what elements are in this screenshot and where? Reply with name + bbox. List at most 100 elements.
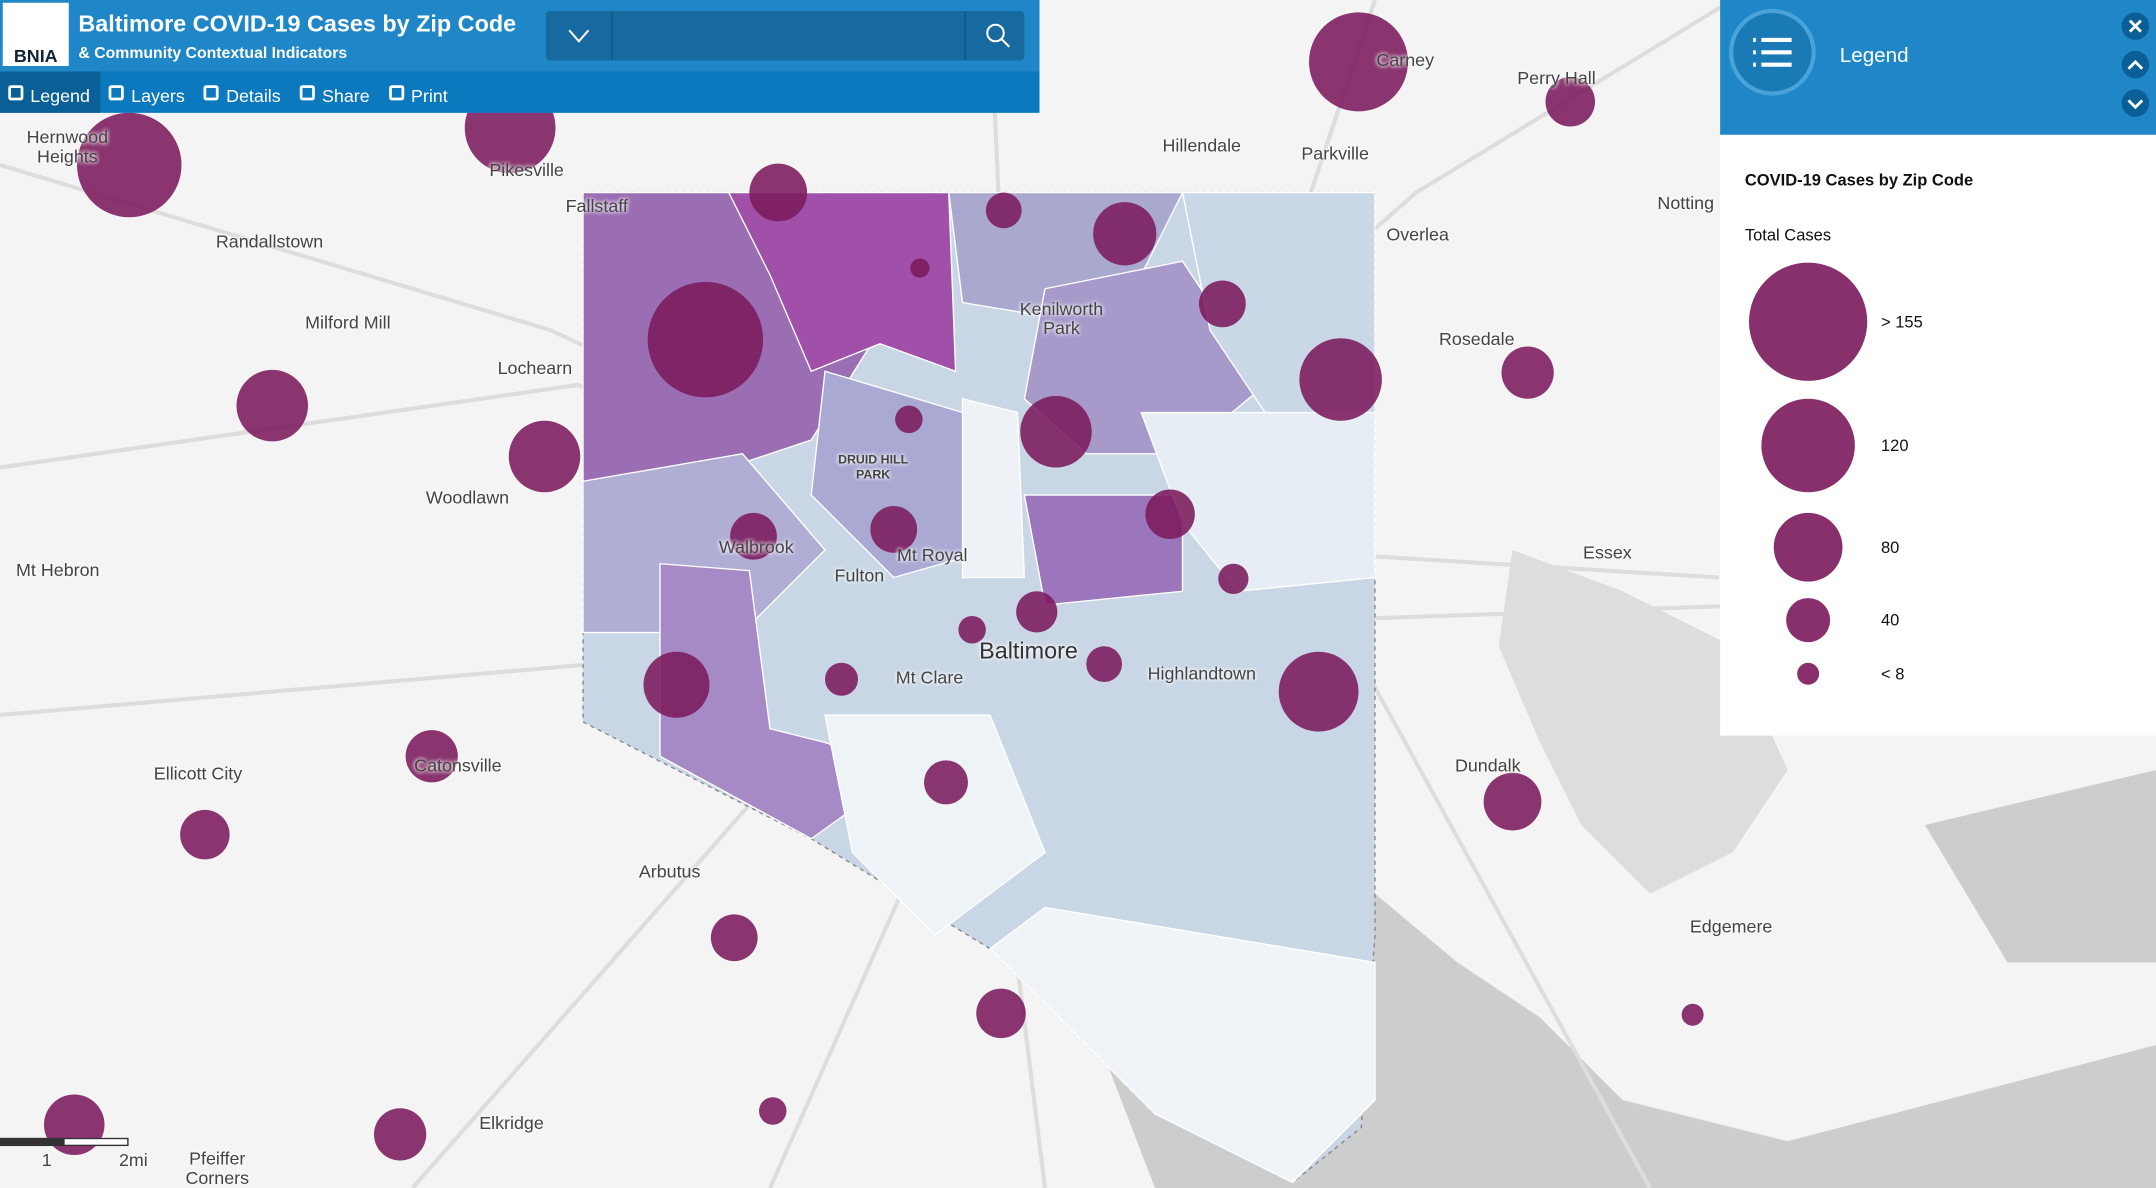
place-label: Perry Hall (1517, 67, 1596, 88)
case-bubble (1199, 280, 1246, 328)
case-bubble (924, 760, 968, 805)
case-bubble (647, 281, 764, 398)
place-label: Dundalk (1454, 754, 1521, 776)
legend-item-label: 120 (1881, 437, 1909, 455)
case-bubbles (44, 12, 1704, 1161)
place-label: Carney (1376, 49, 1435, 71)
app-subtitle: & Community Contextual Indicators (78, 45, 348, 62)
place-label: Milford Mill (305, 312, 391, 333)
legend-icons (1729, 8, 2150, 117)
place-label: Walbrook (718, 536, 794, 557)
place-label: Fulton (834, 565, 885, 586)
legend-header: Legend (1720, 0, 2156, 135)
legend-symbol (1797, 662, 1820, 685)
case-bubble (730, 512, 777, 560)
case-bubble (710, 914, 758, 962)
case-bubble (759, 1097, 787, 1125)
case-bubble (643, 651, 710, 718)
case-bubble (77, 112, 182, 218)
place-label: Fallstaff (565, 195, 628, 216)
case-bubble (374, 1108, 427, 1161)
case-bubble (236, 369, 308, 442)
case-bubble (180, 809, 230, 860)
place-label: Highlandtown (1147, 662, 1256, 684)
toolbar-button[interactable]: Layers (101, 72, 196, 113)
app-header: BNIA Baltimore COVID-19 Cases by Zip Cod… (0, 0, 1040, 113)
case-bubble (1020, 396, 1092, 468)
case-bubble (1093, 202, 1157, 266)
place-label: Ellicott City (153, 763, 243, 784)
place-label: Edgemere (1689, 915, 1773, 937)
legend-item-label: 40 (1881, 612, 1899, 630)
case-bubble (1218, 563, 1249, 594)
place-label: Hernwood Heights (26, 126, 109, 167)
legend-title: Legend (1839, 44, 1909, 68)
place-label: Mt Hebron (16, 559, 100, 581)
case-bubble (1299, 338, 1382, 421)
place-label: Kenilworth Park (1019, 298, 1104, 339)
legend-body: COVID-19 Cases by Zip Code Total Cases >… (1720, 135, 2156, 736)
toolbar-button[interactable]: Legend (0, 71, 101, 113)
place-label: Essex (1583, 541, 1632, 563)
case-bubble (985, 192, 1022, 229)
legend-symbols: > 155 120 80 40 < 8 (1749, 262, 1923, 685)
legend-layer: COVID-19 Cases by Zip Code (1744, 170, 1974, 190)
scale-label: 2mi (118, 1149, 148, 1171)
case-bubble (870, 506, 918, 553)
legend-symbol (1749, 262, 1868, 381)
case-bubble (1681, 1003, 1704, 1026)
toolbar-button[interactable]: Print (381, 72, 459, 113)
case-bubble (825, 662, 858, 696)
toolbar: Legend Layers Details Share Print (0, 71, 1040, 113)
case-bubble (910, 258, 930, 278)
toolbar-button[interactable]: Share (292, 72, 381, 113)
case-bubble (895, 405, 923, 434)
place-label: Pikesville (489, 159, 564, 181)
logo[interactable]: BNIA (2, 2, 69, 66)
place-label: Hillendale (1162, 134, 1242, 156)
place-label: Mt Royal (896, 544, 968, 566)
legend-symbol (1786, 598, 1831, 643)
place-label: Rosedale (1438, 328, 1515, 350)
case-bubble (1016, 591, 1058, 633)
place-label: Mt Clare (895, 666, 964, 688)
case-bubble (958, 616, 986, 644)
case-bubble (1545, 77, 1595, 127)
case-bubble (508, 420, 581, 493)
legend-panel: Legend COVID-19 Cases by Zip Code Total … (1720, 0, 2156, 736)
scale-label: 1 (41, 1149, 52, 1171)
case-bubble (1278, 651, 1359, 732)
place-label: Woodlawn (425, 486, 510, 508)
place-label: Elkridge (479, 1112, 544, 1133)
case-bubble (1086, 646, 1122, 682)
toolbar-button[interactable]: Details (196, 72, 292, 113)
legend-symbol (1773, 512, 1843, 582)
place-label: Arbutus (638, 860, 701, 882)
place-label: Pfeiffer Corners (185, 1148, 250, 1188)
app-title: Baltimore COVID-19 Cases by Zip Code (78, 11, 517, 38)
place-label: Baltimore (979, 638, 1078, 665)
case-bubble (405, 730, 458, 783)
place-label: Notting (1657, 192, 1715, 214)
place-label: Overlea (1386, 224, 1449, 245)
search-icons (568, 11, 1010, 61)
legend-item-label: < 8 (1881, 665, 1904, 683)
case-bubble (1501, 346, 1554, 399)
place-label: Randallstown (215, 231, 324, 252)
case-bubble (1145, 489, 1195, 539)
place-label: Catonsville (414, 754, 502, 776)
search-box[interactable] (545, 11, 1025, 61)
legend-field: Total Cases (1744, 225, 1832, 245)
case-bubble (976, 988, 1026, 1039)
legend-symbol (1761, 398, 1855, 493)
legend-item-label: 80 (1881, 539, 1899, 557)
place-label: Parkville (1301, 143, 1369, 164)
scale-bar (0, 1137, 129, 1147)
case-bubble (749, 163, 808, 222)
legend-item-label: > 155 (1881, 313, 1923, 331)
place-label: Lochearn (497, 357, 573, 379)
case-bubble (1309, 12, 1408, 112)
case-bubble (1483, 772, 1542, 831)
